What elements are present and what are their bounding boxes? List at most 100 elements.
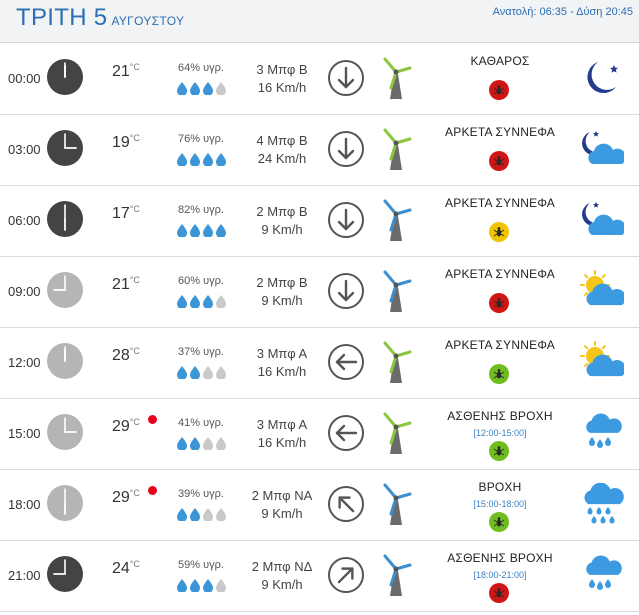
wind-turbine-icon [380,127,412,171]
wind-info: 3 Μπφ Α 16 Km/h [244,345,320,381]
humidity-drops-icon [177,81,229,96]
rain-icon [578,482,624,525]
mosquito-index-icon [489,441,509,461]
wind-direction-arrow-icon [327,485,365,523]
humidity-label: 60% υγρ. [178,275,224,287]
wind-beaufort: 2 Μπφ ΝΑ [251,488,313,503]
day-title: ΤΡΙΤΗ 5 ΑΥΓΟΥΣΤΟΥ [16,4,185,31]
wind-beaufort: 2 Μπφ Β [256,275,308,290]
alert-dot-icon [148,486,157,495]
mosquito-index-icon [489,293,509,313]
condition-label: ΑΣΘΕΝΗΣ ΒΡΟΧΗ [447,409,553,423]
light-rain-icon [578,412,624,454]
wind-speed: 9 Km/h [261,577,303,592]
clock-icon [47,414,83,450]
wind-info: 3 Μπφ Α 16 Km/h [244,416,320,452]
time-range-link[interactable]: [15:00-18:00] [473,499,527,509]
wind-speed: 16 Km/h [257,80,307,95]
humidity-drops-icon [177,507,229,522]
moon-cloud-icon [578,128,626,170]
sun-cloud-icon [578,341,626,383]
time-range-link[interactable]: [12:00-15:00] [473,428,527,438]
time-label: 00:00 [8,71,41,86]
humidity-label: 82% υγρ. [178,204,224,216]
temperature: 29°C [112,417,140,435]
forecast-row: 15:00 29°C 41% υγρ. 3 Μπφ Α 16 Km/h ΑΣΘΕΝ… [0,398,639,470]
temperature: 29°C [112,488,140,506]
wind-direction-arrow-icon [327,59,365,97]
wind-beaufort: 4 Μπφ Β [256,133,308,148]
moon-cloud-icon [578,199,626,241]
wind-beaufort: 3 Μπφ Β [256,62,308,77]
humidity-label: 76% υγρ. [178,133,224,145]
humidity-label: 37% υγρ. [178,346,224,358]
temperature: 19°C [112,133,140,151]
wind-beaufort: 3 Μπφ Α [256,417,308,432]
forecast-row: 18:00 29°C 39% υγρ. 2 Μπφ ΝΑ 9 Km/h ΒΡΟΧΗ… [0,469,639,541]
wind-speed: 9 Km/h [261,222,303,237]
temperature: 24°C [112,559,140,577]
temperature: 21°C [112,62,140,80]
light-rain-icon [578,554,624,596]
condition-label: ΑΣΘΕΝΗΣ ΒΡΟΧΗ [447,551,553,565]
moon-icon [578,57,624,99]
wind-turbine-icon [380,340,412,384]
forecast-row: 06:00 17°C 82% υγρ. 2 Μπφ Β 9 Km/h ΑΡΚΕΤΑ… [0,185,639,257]
wind-speed: 9 Km/h [261,506,303,521]
wind-speed: 9 Km/h [261,293,303,308]
time-label: 03:00 [8,142,41,157]
wind-info: 2 Μπφ Β 9 Km/h [244,274,320,310]
humidity-drops-icon [177,436,229,451]
wind-beaufort: 2 Μπφ Β [256,204,308,219]
clock-icon [47,556,83,592]
time-label: 21:00 [8,568,41,583]
month-label: ΑΥΓΟΥΣΤΟΥ [111,14,185,28]
forecast-row: 12:00 28°C 37% υγρ. 3 Μπφ Α 16 Km/h ΑΡΚΕΤ… [0,327,639,399]
forecast-row: 09:00 21°C 60% υγρ. 2 Μπφ Β 9 Km/h ΑΡΚΕΤΑ… [0,256,639,328]
humidity-label: 64% υγρ. [178,62,224,74]
time-label: 06:00 [8,213,41,228]
wind-beaufort: 2 Μπφ ΝΔ [251,559,313,574]
sun-cloud-icon [578,270,626,312]
wind-turbine-icon [380,198,412,242]
condition-label: ΑΡΚΕΤΑ ΣΥΝΝΕΦΑ [445,267,555,281]
mosquito-index-icon [489,512,509,532]
condition-label: ΑΡΚΕΤΑ ΣΥΝΝΕΦΑ [445,125,555,139]
temperature: 17°C [112,204,140,222]
wind-info: 2 Μπφ ΝΑ 9 Km/h [244,487,320,523]
alert-dot-icon [148,415,157,424]
wind-direction-arrow-icon [327,414,365,452]
wind-info: 2 Μπφ ΝΔ 9 Km/h [244,558,320,594]
mosquito-index-icon [489,364,509,384]
wind-direction-arrow-icon [327,556,365,594]
temperature: 28°C [112,346,140,364]
humidity-drops-icon [177,294,229,309]
clock-icon [47,130,83,166]
condition-label: ΑΡΚΕΤΑ ΣΥΝΝΕΦΑ [445,196,555,210]
humidity-label: 59% υγρ. [178,559,224,571]
mosquito-index-icon [489,222,509,242]
wind-turbine-icon [380,269,412,313]
wind-direction-arrow-icon [327,272,365,310]
forecast-row: 03:00 19°C 76% υγρ. 4 Μπφ Β 24 Km/h ΑΡΚΕΤ… [0,114,639,186]
clock-icon [47,201,83,237]
wind-turbine-icon [380,56,412,100]
forecast-row: 00:00 21°C 64% υγρ. 3 Μπφ Β 16 Km/h ΚΑΘΑΡ… [0,43,639,115]
wind-turbine-icon [380,411,412,455]
humidity-drops-icon [177,152,229,167]
humidity-drops-icon [177,223,229,238]
wind-speed: 24 Km/h [257,151,307,166]
mosquito-index-icon [489,583,509,603]
time-label: 18:00 [8,497,41,512]
condition-label: ΚΑΘΑΡΟΣ [470,54,530,68]
wind-turbine-icon [380,482,412,526]
time-label: 15:00 [8,426,41,441]
temperature: 21°C [112,275,140,293]
time-range-link[interactable]: [18:00-21:00] [473,570,527,580]
wind-turbine-icon [380,553,412,597]
condition-label: ΒΡΟΧΗ [478,480,522,494]
day-header: ΤΡΙΤΗ 5 ΑΥΓΟΥΣΤΟΥ Ανατολή: 06:35 - Δύση 2… [0,0,639,43]
wind-beaufort: 3 Μπφ Α [256,346,308,361]
mosquito-index-icon [489,80,509,100]
humidity-drops-icon [177,365,229,380]
